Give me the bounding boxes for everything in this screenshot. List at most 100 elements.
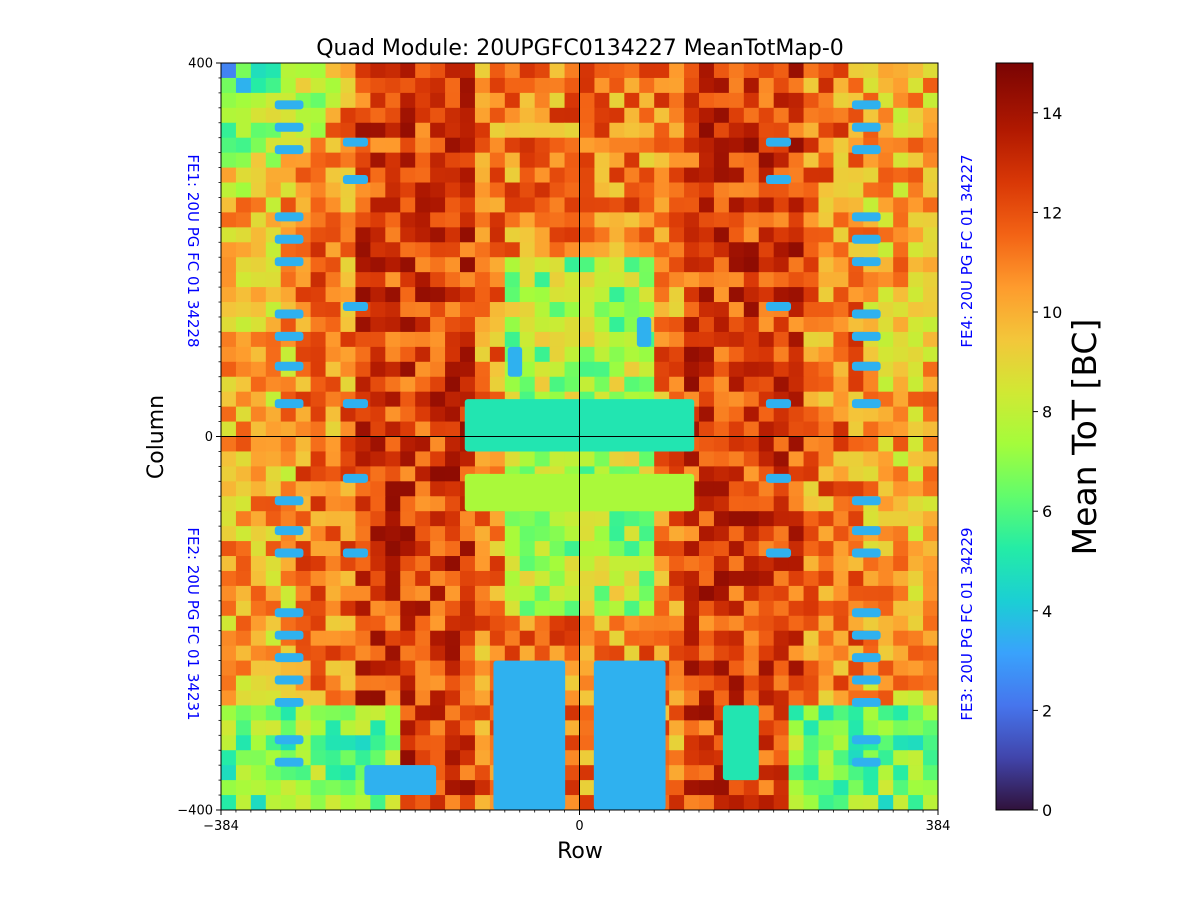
heatmap-cell bbox=[624, 77, 640, 94]
heatmap-cell bbox=[445, 63, 461, 79]
heatmap-cell bbox=[848, 242, 864, 258]
heatmap-cell bbox=[699, 481, 715, 497]
heatmap-cell bbox=[624, 556, 640, 572]
heatmap-cell bbox=[519, 526, 536, 542]
pad-cluster bbox=[274, 630, 304, 640]
heatmap-cell bbox=[355, 705, 371, 721]
heatmap-cell bbox=[460, 257, 476, 273]
heatmap-cell bbox=[445, 77, 461, 94]
heatmap-cell bbox=[878, 361, 894, 378]
heatmap-cell bbox=[669, 272, 685, 288]
heatmap-cell bbox=[504, 376, 521, 393]
heatmap-cell bbox=[310, 765, 327, 781]
heatmap-cell bbox=[594, 556, 610, 572]
heatmap-cell bbox=[400, 466, 416, 482]
heatmap-cell bbox=[519, 645, 536, 662]
heatmap-cell bbox=[519, 585, 536, 602]
heatmap-cell bbox=[923, 496, 938, 512]
heatmap-cell bbox=[818, 526, 835, 542]
heatmap-cell bbox=[235, 795, 252, 810]
heatmap-cell bbox=[743, 242, 760, 258]
heatmap-cell bbox=[818, 451, 835, 467]
heatmap-cell bbox=[848, 272, 864, 288]
heatmap-cell bbox=[893, 765, 909, 781]
heatmap-cell bbox=[385, 795, 401, 810]
heatmap-cell bbox=[355, 77, 371, 94]
heatmap-cell bbox=[265, 152, 282, 169]
heatmap-cell bbox=[250, 137, 267, 154]
heatmap-cell bbox=[713, 570, 730, 587]
heatmap-cell bbox=[788, 137, 805, 154]
heatmap-cell bbox=[848, 152, 864, 169]
heatmap-cell bbox=[863, 242, 879, 258]
heatmap-cell bbox=[385, 511, 401, 527]
heatmap-cell bbox=[221, 137, 237, 154]
heatmap-cell bbox=[340, 660, 357, 677]
heatmap-cell bbox=[474, 600, 491, 617]
heatmap-cell bbox=[908, 406, 924, 423]
heatmap-cell bbox=[221, 675, 237, 692]
heatmap-cell bbox=[400, 570, 416, 587]
heatmap-cell bbox=[579, 690, 596, 707]
heatmap-cell bbox=[669, 705, 685, 721]
heatmap-cell bbox=[923, 705, 938, 721]
heatmap-cell bbox=[699, 287, 715, 303]
heatmap-cell bbox=[833, 137, 849, 154]
heatmap-cell bbox=[893, 107, 909, 124]
heatmap-cell bbox=[400, 122, 416, 139]
heatmap-cell bbox=[848, 77, 864, 94]
heatmap-cell bbox=[728, 346, 745, 363]
heatmap-cell bbox=[474, 63, 491, 79]
heatmap-cell bbox=[639, 212, 655, 228]
heatmap-cell bbox=[445, 660, 461, 677]
heatmap-cell bbox=[609, 600, 625, 617]
heatmap-cell bbox=[908, 526, 924, 542]
heatmap-cell bbox=[385, 735, 401, 751]
heatmap-cell bbox=[699, 570, 715, 587]
heatmap-cell bbox=[340, 197, 357, 213]
pad-cluster bbox=[274, 757, 304, 767]
heatmap-cell bbox=[385, 197, 401, 213]
heatmap-cell bbox=[310, 421, 327, 438]
heatmap-cell bbox=[803, 600, 820, 617]
heatmap-cell bbox=[878, 570, 894, 587]
heatmap-cell bbox=[713, 795, 730, 810]
heatmap-cell bbox=[310, 660, 327, 677]
heatmap-cell bbox=[400, 331, 416, 348]
heatmap-cell bbox=[280, 795, 297, 810]
heatmap-cell bbox=[235, 391, 252, 408]
heatmap-cell bbox=[773, 675, 790, 692]
heatmap-cell bbox=[893, 137, 909, 154]
heatmap-cell bbox=[235, 331, 252, 348]
heatmap-cell bbox=[654, 63, 670, 79]
heatmap-cell bbox=[923, 675, 938, 692]
heatmap-cell bbox=[728, 63, 745, 79]
heatmap-cell bbox=[235, 630, 252, 647]
heatmap-cell bbox=[549, 182, 566, 199]
heatmap-cell bbox=[445, 137, 461, 154]
heatmap-cell bbox=[445, 526, 461, 542]
heatmap-cell bbox=[863, 316, 879, 333]
heatmap-cell bbox=[534, 182, 551, 199]
heatmap-cell bbox=[579, 182, 596, 199]
heatmap-cell bbox=[519, 107, 536, 124]
colorbar-tick-label: 10 bbox=[1042, 303, 1062, 322]
heatmap-cell bbox=[639, 615, 655, 632]
heatmap-cell bbox=[594, 526, 610, 542]
heatmap-cell bbox=[713, 92, 730, 109]
heatmap-cell bbox=[728, 182, 745, 199]
heatmap-cell bbox=[295, 107, 312, 124]
heatmap-cell bbox=[385, 690, 401, 707]
heatmap-cell bbox=[624, 227, 640, 243]
heatmap-cell bbox=[699, 600, 715, 617]
heatmap-cell bbox=[878, 406, 894, 423]
heatmap-cell bbox=[833, 331, 849, 348]
heatmap-cell bbox=[923, 122, 938, 139]
heatmap-cell bbox=[310, 570, 327, 587]
heatmap-cell bbox=[818, 242, 835, 258]
heatmap-cell bbox=[908, 77, 924, 94]
heatmap-cell bbox=[758, 257, 775, 273]
heatmap-cell bbox=[489, 451, 506, 467]
heatmap-cell bbox=[579, 720, 596, 736]
